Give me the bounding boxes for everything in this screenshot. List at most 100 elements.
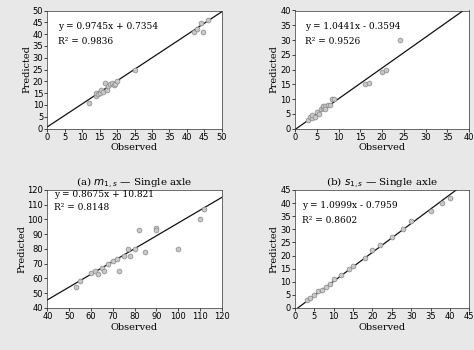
Point bbox=[313, 110, 320, 115]
Point bbox=[369, 247, 376, 253]
Point bbox=[113, 78, 121, 84]
Point bbox=[153, 225, 160, 231]
Point bbox=[105, 83, 112, 89]
Point bbox=[96, 89, 103, 95]
Point bbox=[310, 292, 318, 298]
Point bbox=[330, 96, 338, 102]
Point bbox=[378, 70, 386, 75]
Point bbox=[174, 246, 182, 252]
Point bbox=[85, 100, 93, 105]
Y-axis label: Predicted: Predicted bbox=[22, 46, 31, 93]
Point bbox=[110, 82, 118, 88]
Text: (a) $m_{1,s}$ — Single axle: (a) $m_{1,s}$ — Single axle bbox=[76, 176, 193, 191]
Point bbox=[204, 17, 211, 23]
Point bbox=[131, 67, 138, 72]
Point bbox=[324, 102, 331, 108]
Point bbox=[105, 261, 112, 267]
Point bbox=[92, 93, 100, 98]
Point bbox=[306, 114, 314, 120]
Point bbox=[322, 284, 330, 290]
Point bbox=[94, 91, 102, 97]
Point bbox=[311, 114, 319, 120]
Text: y = 0.8675x + 10.821: y = 0.8675x + 10.821 bbox=[55, 190, 155, 199]
Point bbox=[131, 246, 138, 252]
Text: R² = 0.9526: R² = 0.9526 bbox=[305, 37, 361, 46]
Text: y = 1.0999x - 0.7959: y = 1.0999x - 0.7959 bbox=[302, 201, 398, 210]
Point bbox=[322, 106, 329, 112]
Point bbox=[328, 96, 336, 102]
Point bbox=[106, 81, 114, 86]
X-axis label: Observed: Observed bbox=[111, 143, 158, 152]
Point bbox=[407, 219, 415, 224]
Point bbox=[383, 67, 390, 72]
Point bbox=[309, 116, 316, 121]
Point bbox=[309, 112, 316, 118]
Text: R² = 0.8602: R² = 0.8602 bbox=[302, 216, 357, 225]
Point bbox=[113, 257, 121, 262]
X-axis label: Observed: Observed bbox=[358, 143, 406, 152]
Point bbox=[190, 29, 198, 35]
Point bbox=[135, 227, 143, 233]
Point bbox=[100, 268, 108, 274]
Point bbox=[193, 27, 201, 32]
Point bbox=[94, 271, 101, 277]
Point bbox=[396, 37, 403, 43]
Point bbox=[376, 242, 384, 248]
Point bbox=[153, 227, 160, 233]
Point bbox=[103, 87, 110, 92]
Y-axis label: Predicted: Predicted bbox=[270, 46, 279, 93]
Point bbox=[91, 268, 99, 274]
Text: y = 0.9745x + 0.7354: y = 0.9745x + 0.7354 bbox=[58, 22, 158, 30]
Point bbox=[365, 80, 373, 86]
Point bbox=[142, 249, 149, 255]
Point bbox=[315, 111, 323, 117]
Point bbox=[92, 90, 100, 96]
Y-axis label: Predicted: Predicted bbox=[17, 225, 26, 273]
Point bbox=[109, 258, 117, 264]
Point bbox=[361, 82, 368, 87]
Point bbox=[120, 253, 128, 259]
Point bbox=[400, 226, 407, 232]
Point bbox=[197, 21, 205, 26]
Text: R² = 0.9836: R² = 0.9836 bbox=[58, 37, 113, 46]
Point bbox=[317, 106, 325, 112]
Point bbox=[111, 81, 119, 86]
Point bbox=[108, 80, 116, 85]
Point bbox=[330, 276, 337, 282]
Text: (b) $s_{1,s}$ — Single axle: (b) $s_{1,s}$ — Single axle bbox=[326, 176, 438, 191]
Point bbox=[124, 246, 132, 252]
Point bbox=[98, 87, 105, 92]
X-axis label: Observed: Observed bbox=[111, 323, 158, 331]
Point bbox=[361, 256, 368, 261]
X-axis label: Observed: Observed bbox=[358, 323, 406, 331]
Text: y = 1.0441x - 0.3594: y = 1.0441x - 0.3594 bbox=[305, 22, 401, 30]
Point bbox=[87, 270, 95, 275]
Point bbox=[96, 90, 103, 96]
Point bbox=[100, 89, 107, 95]
Point bbox=[127, 253, 134, 259]
Point bbox=[326, 282, 334, 287]
Point bbox=[319, 104, 327, 109]
Point bbox=[76, 279, 84, 284]
Point bbox=[72, 285, 80, 290]
Point bbox=[199, 29, 206, 35]
Point bbox=[438, 200, 446, 206]
Point bbox=[101, 80, 109, 85]
Point bbox=[349, 263, 357, 269]
Point bbox=[196, 217, 204, 222]
Point bbox=[319, 105, 327, 111]
Point bbox=[326, 102, 334, 108]
Point bbox=[322, 104, 329, 109]
Text: R² = 0.8148: R² = 0.8148 bbox=[55, 203, 109, 212]
Y-axis label: Predicted: Predicted bbox=[270, 225, 279, 273]
Point bbox=[388, 234, 396, 240]
Point bbox=[314, 288, 322, 294]
Point bbox=[98, 265, 106, 271]
Point bbox=[346, 266, 353, 272]
Point bbox=[116, 268, 123, 274]
Point bbox=[337, 272, 345, 278]
Point bbox=[318, 287, 326, 293]
Point bbox=[427, 208, 434, 214]
Point bbox=[303, 298, 310, 303]
Point bbox=[201, 206, 208, 212]
